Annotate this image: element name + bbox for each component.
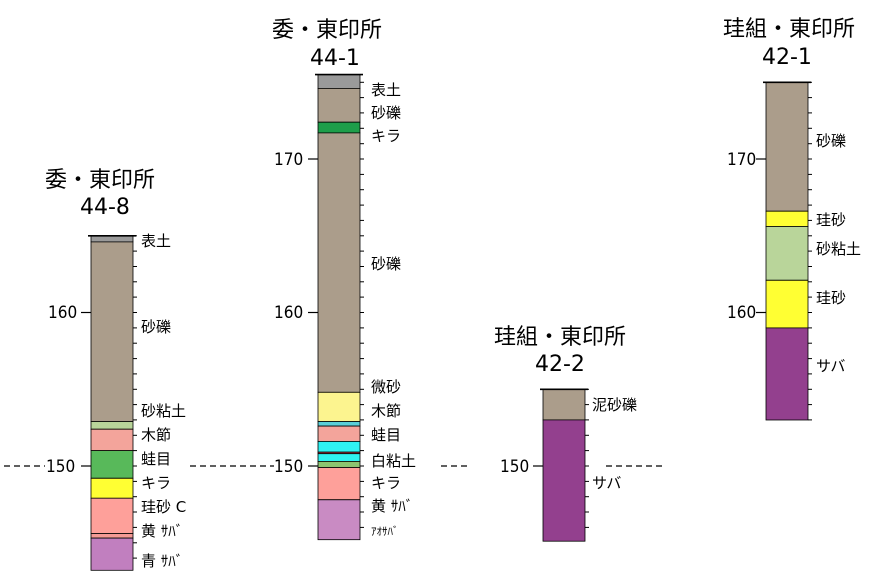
- layer-band: [90, 421, 134, 430]
- elevation-label-150: 150: [274, 457, 303, 477]
- layer-label: 蛙目: [141, 450, 171, 468]
- layer-label: 砂粘土: [141, 402, 186, 420]
- layer-band: [90, 450, 134, 479]
- layer-labels: 表土 砂礫 キラ 砂礫 微砂 木節 蛙目 白粘土 キラ 黄 ｻﾊﾞ ｱｵｻﾊﾞ: [371, 81, 416, 538]
- column-title-line1: 珪組・東印所: [494, 325, 626, 350]
- layer-band: [90, 533, 134, 539]
- column-title-line2: 44-8: [80, 195, 130, 220]
- layer-label: 微砂: [371, 378, 401, 396]
- layer-band: [317, 499, 361, 541]
- layer-band: [765, 279, 809, 329]
- depth-ticks: [756, 81, 812, 421]
- layer-band: [90, 241, 134, 422]
- elevation-label-150: 150: [46, 457, 75, 477]
- column-title-line2: 42-1: [762, 45, 812, 70]
- layer-band: [317, 440, 361, 453]
- layer-label: 砂粘土: [816, 240, 861, 258]
- column-title-line1: 珪組・東印所: [723, 17, 855, 42]
- layer-label: 珪砂: [816, 211, 846, 229]
- depth-ticks: [533, 388, 589, 528]
- layer-label: 表土: [141, 232, 171, 250]
- layer-label: 黄 ｻﾊﾞ: [371, 497, 413, 515]
- layer-label: 白粘土: [371, 452, 416, 470]
- layer-band: [317, 74, 361, 89]
- column-title-line1: 委・東印所: [272, 18, 382, 43]
- elevation-label-160: 160: [274, 303, 303, 323]
- layer-labels: 砂礫 珪砂 砂粘土 珪砂 サバ: [816, 132, 861, 375]
- layer-band: [542, 419, 586, 542]
- layer-band: [317, 421, 361, 427]
- layer-band: [317, 453, 361, 462]
- column-title-line1: 委・東印所: [45, 168, 155, 193]
- layer-label: 砂礫: [371, 104, 401, 122]
- layer-band: [765, 226, 809, 281]
- layer-band: [317, 88, 361, 123]
- depth-ticks: [81, 235, 137, 559]
- layer-label: サバ: [816, 357, 845, 375]
- layer-label: 青 ｻﾊﾞ: [141, 552, 183, 570]
- layer-band: [90, 235, 134, 243]
- layer-label: 表土: [371, 81, 401, 99]
- elevation-label-160: 160: [727, 303, 756, 323]
- layer-label: 木節: [141, 426, 171, 444]
- layer-label: 砂礫: [141, 318, 171, 336]
- layer-label: 黄 ｻﾊﾞ: [141, 522, 183, 540]
- layer-band: [90, 537, 134, 571]
- layer-band: [317, 132, 361, 393]
- column-42-1: 珪組・東印所 42-1 170 160 砂礫 珪砂 砂粘土 珪砂 サバ: [723, 17, 861, 421]
- layer-label: キラ: [371, 474, 401, 492]
- layer-label: 砂礫: [371, 255, 401, 273]
- layer-stack: [88, 235, 136, 571]
- layer-label: 蛙目: [371, 426, 401, 444]
- layer-labels: 表土 砂礫 砂粘土 木節 蛙目 キラ 珪砂 C 黄 ｻﾊﾞ 青 ｻﾊﾞ: [141, 232, 186, 570]
- layer-stack: [540, 388, 588, 542]
- depth-ticks: [308, 81, 364, 528]
- layer-band: [90, 428, 134, 452]
- layer-label: 珪砂 C: [141, 498, 186, 516]
- layer-stack: [315, 73, 363, 541]
- layer-label: 木節: [371, 402, 401, 420]
- layer-band: [542, 388, 586, 421]
- column-title-line2: 42-2: [535, 352, 585, 377]
- layer-band: [765, 81, 809, 212]
- layer-band: [90, 477, 134, 499]
- layer-label: キラ: [141, 474, 171, 492]
- layer-label: 砂礫: [816, 132, 846, 150]
- layer-band: [90, 497, 134, 534]
- column-44-1: 委・東印所 44-1 170 160 150 表土 砂礫 キラ 砂礫 微砂 木節…: [190, 18, 470, 541]
- elevation-label-160: 160: [48, 303, 77, 323]
- layer-band: [317, 460, 361, 468]
- column-42-2: 珪組・東印所 42-2 150 泥砂礫 サバ: [494, 325, 664, 542]
- layer-band: [317, 391, 361, 422]
- elevation-label-170: 170: [274, 150, 303, 170]
- layer-label: 珪砂: [816, 289, 846, 307]
- layer-label: 泥砂礫: [592, 396, 637, 414]
- layer-band: [317, 121, 361, 134]
- column-title-line2: 44-1: [310, 46, 360, 71]
- column-44-8: 委・東印所 44-8 160 150 表土 砂礫 砂粘土 木節 蛙目 キラ 珪砂…: [4, 168, 186, 571]
- layer-label: ｱｵｻﾊﾞ: [371, 525, 399, 538]
- layer-band: [765, 327, 809, 421]
- elevation-label-170: 170: [727, 150, 756, 170]
- layer-band: [765, 210, 809, 227]
- layer-label: キラ: [371, 127, 401, 145]
- layer-label: サバ: [592, 474, 621, 492]
- layer-stack: [763, 81, 811, 421]
- layer-band: [317, 425, 361, 442]
- layer-band: [317, 467, 361, 501]
- elevation-label-150: 150: [500, 457, 529, 477]
- layer-labels: 泥砂礫 サバ: [592, 396, 637, 492]
